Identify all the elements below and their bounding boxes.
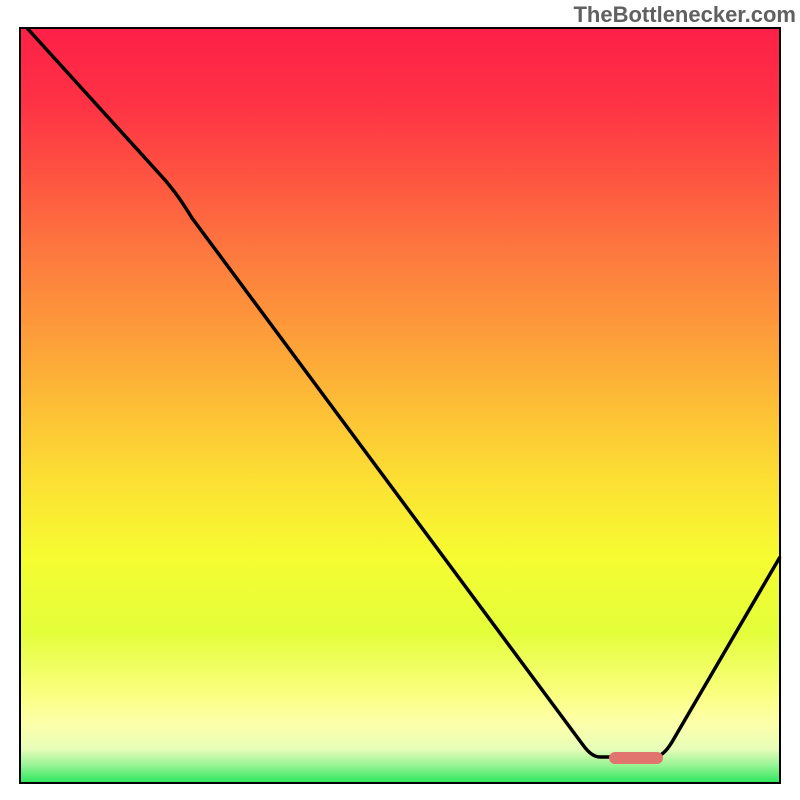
chart-svg (0, 0, 800, 800)
sweet-spot-marker (609, 752, 663, 764)
plot-background (20, 28, 780, 783)
watermark-text: TheBottlenecker.com (573, 2, 796, 28)
chart-container: TheBottlenecker.com (0, 0, 800, 800)
